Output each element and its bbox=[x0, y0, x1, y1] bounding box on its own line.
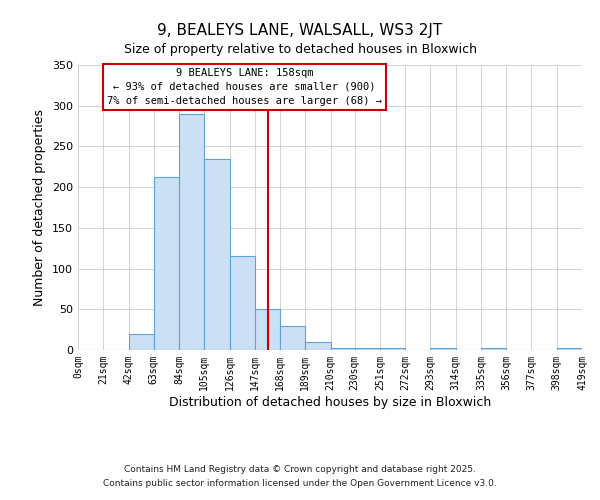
Bar bbox=[305, 342, 331, 350]
Text: 9, BEALEYS LANE, WALSALL, WS3 2JT: 9, BEALEYS LANE, WALSALL, WS3 2JT bbox=[157, 22, 443, 38]
Bar bbox=[128, 334, 154, 350]
Bar bbox=[179, 114, 205, 350]
Bar bbox=[230, 256, 255, 350]
Text: Contains HM Land Registry data © Crown copyright and database right 2025.
Contai: Contains HM Land Registry data © Crown c… bbox=[103, 466, 497, 487]
Y-axis label: Number of detached properties: Number of detached properties bbox=[34, 109, 46, 306]
Bar bbox=[331, 348, 355, 350]
X-axis label: Distribution of detached houses by size in Bloxwich: Distribution of detached houses by size … bbox=[169, 396, 491, 408]
Bar bbox=[255, 310, 280, 350]
Bar bbox=[430, 348, 455, 350]
Text: 9 BEALEYS LANE: 158sqm
← 93% of detached houses are smaller (900)
7% of semi-det: 9 BEALEYS LANE: 158sqm ← 93% of detached… bbox=[107, 68, 382, 106]
Bar bbox=[154, 176, 179, 350]
Bar bbox=[557, 348, 582, 350]
Text: Size of property relative to detached houses in Bloxwich: Size of property relative to detached ho… bbox=[124, 42, 476, 56]
Bar bbox=[280, 326, 305, 350]
Bar bbox=[355, 348, 380, 350]
Bar bbox=[205, 158, 230, 350]
Bar bbox=[380, 348, 405, 350]
Bar bbox=[481, 348, 506, 350]
